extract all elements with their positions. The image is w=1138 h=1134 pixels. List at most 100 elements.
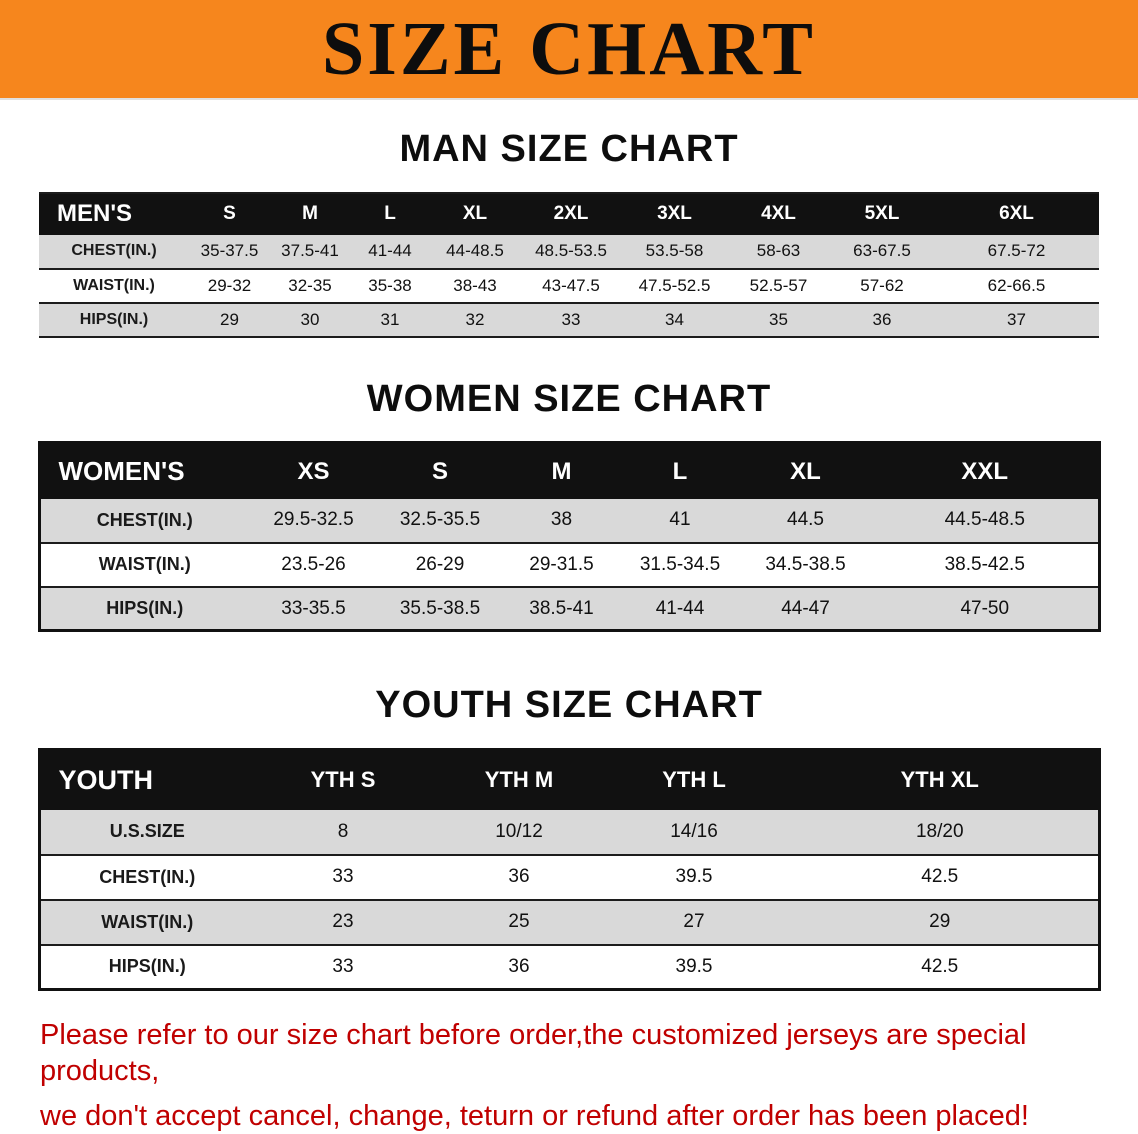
size-value: 47.5-52.5 [622, 268, 727, 303]
row-label: CHEST(IN.) [39, 234, 189, 269]
size-value: 42.5 [782, 854, 1099, 900]
size-value: 30 [270, 302, 350, 337]
row-label: WAIST(IN.) [39, 542, 249, 587]
youth-header-row: YOUTH YTH S YTH M YTH L YTH XL [39, 749, 1099, 810]
size-value: 14/16 [606, 809, 782, 855]
size-value: 44-48.5 [430, 234, 520, 269]
size-column-header: XXL [872, 442, 1099, 499]
size-value: 36 [432, 854, 606, 900]
youth-section: YOUTH SIZE CHART YOUTH YTH S YTH M YTH L… [0, 684, 1138, 992]
table-row: U.S.SIZE 8 10/12 14/16 18/20 [39, 809, 1099, 855]
youth-section-heading: YOUTH SIZE CHART [375, 684, 763, 727]
size-value: 38.5-41 [502, 586, 621, 631]
size-column-header: 2XL [520, 192, 622, 235]
size-value: 35.5-38.5 [378, 586, 502, 631]
size-value: 37.5-41 [270, 234, 350, 269]
table-row: CHEST(IN.) 33 36 39.5 42.5 [39, 854, 1099, 900]
size-value: 41-44 [621, 586, 739, 631]
size-value: 39.5 [606, 944, 782, 990]
size-value: 41 [621, 498, 739, 543]
size-value: 62-66.5 [934, 268, 1099, 303]
row-label: HIPS(IN.) [39, 586, 249, 631]
size-value: 18/20 [782, 809, 1099, 855]
size-value: 29-31.5 [502, 542, 621, 587]
size-value: 32-35 [270, 268, 350, 303]
size-value: 23 [254, 899, 432, 945]
size-value: 44.5 [739, 498, 872, 543]
youth-table-title: YOUTH [39, 749, 254, 810]
size-column-header: 5XL [830, 192, 934, 235]
size-column-header: XL [430, 192, 520, 235]
size-value: 32 [430, 302, 520, 337]
size-value: 35-37.5 [189, 234, 270, 269]
page-title: SIZE CHART [321, 7, 816, 91]
women-size-table: WOMEN'S XS S M L XL XXL CHEST(IN.) 29.5-… [37, 441, 1101, 633]
men-size-table: MEN'S S M L XL 2XL 3XL 4XL 5XL 6XL CHEST… [39, 191, 1099, 338]
size-value: 53.5-58 [622, 234, 727, 269]
disclaimer: Please refer to our size chart before or… [40, 1017, 1100, 1134]
size-value: 35 [727, 302, 830, 337]
row-label: WAIST(IN.) [39, 268, 189, 303]
row-label: HIPS(IN.) [39, 944, 254, 990]
size-value: 44-47 [739, 586, 872, 631]
table-row: CHEST(IN.) 35-37.5 37.5-41 41-44 44-48.5… [39, 234, 1099, 269]
size-value: 34.5-38.5 [739, 542, 872, 587]
size-value: 39.5 [606, 854, 782, 900]
size-value: 35-38 [350, 268, 430, 303]
size-column-header: YTH XL [782, 749, 1099, 810]
size-column-header: YTH M [432, 749, 606, 810]
size-value: 36 [432, 944, 606, 990]
size-value: 67.5-72 [934, 234, 1099, 269]
size-value: 29 [189, 302, 270, 337]
table-row: HIPS(IN.) 33 36 39.5 42.5 [39, 944, 1099, 990]
size-column-header: L [350, 192, 430, 235]
row-label: WAIST(IN.) [39, 899, 254, 945]
table-row: WAIST(IN.) 23.5-26 26-29 29-31.5 31.5-34… [39, 542, 1099, 587]
youth-size-table: YOUTH YTH S YTH M YTH L YTH XL U.S.SIZE … [37, 748, 1101, 992]
size-value: 38 [502, 498, 621, 543]
size-value: 8 [254, 809, 432, 855]
size-value: 44.5-48.5 [872, 498, 1099, 543]
row-label: CHEST(IN.) [39, 854, 254, 900]
size-value: 43-47.5 [520, 268, 622, 303]
row-label: HIPS(IN.) [39, 302, 189, 337]
women-table-title: WOMEN'S [39, 442, 249, 499]
women-header-row: WOMEN'S XS S M L XL XXL [39, 442, 1099, 499]
size-value: 63-67.5 [830, 234, 934, 269]
size-value: 52.5-57 [727, 268, 830, 303]
size-value: 42.5 [782, 944, 1099, 990]
table-row: HIPS(IN.) 33-35.5 35.5-38.5 38.5-41 41-4… [39, 586, 1099, 631]
size-value: 31 [350, 302, 430, 337]
size-value: 29 [782, 899, 1099, 945]
size-value: 25 [432, 899, 606, 945]
row-label: CHEST(IN.) [39, 498, 249, 543]
table-row: HIPS(IN.) 29 30 31 32 33 34 35 36 37 [39, 302, 1099, 337]
size-value: 10/12 [432, 809, 606, 855]
size-value: 41-44 [350, 234, 430, 269]
size-column-header: M [502, 442, 621, 499]
size-value: 23.5-26 [249, 542, 378, 587]
size-value: 29-32 [189, 268, 270, 303]
size-value: 33-35.5 [249, 586, 378, 631]
size-value: 37 [934, 302, 1099, 337]
men-header-row: MEN'S S M L XL 2XL 3XL 4XL 5XL 6XL [39, 192, 1099, 235]
size-column-header: L [621, 442, 739, 499]
men-section: MAN SIZE CHART MEN'S S M L XL 2XL 3XL 4X… [0, 128, 1138, 338]
size-value: 58-63 [727, 234, 830, 269]
size-value: 38-43 [430, 268, 520, 303]
disclaimer-line-1: Please refer to our size chart before or… [40, 1019, 1027, 1088]
size-column-header: YTH L [606, 749, 782, 810]
table-row: WAIST(IN.) 29-32 32-35 35-38 38-43 43-47… [39, 268, 1099, 303]
disclaimer-line-2: we don't accept cancel, change, teturn o… [40, 1099, 1029, 1132]
women-section-heading: WOMEN SIZE CHART [366, 377, 772, 420]
row-label: U.S.SIZE [39, 809, 254, 855]
size-value: 31.5-34.5 [621, 542, 739, 587]
size-value: 33 [520, 302, 622, 337]
size-column-header: 3XL [622, 192, 727, 235]
size-column-header: M [270, 192, 350, 235]
size-value: 47-50 [872, 586, 1099, 631]
banner: SIZE CHART [0, 0, 1138, 100]
size-value: 57-62 [830, 268, 934, 303]
size-value: 36 [830, 302, 934, 337]
